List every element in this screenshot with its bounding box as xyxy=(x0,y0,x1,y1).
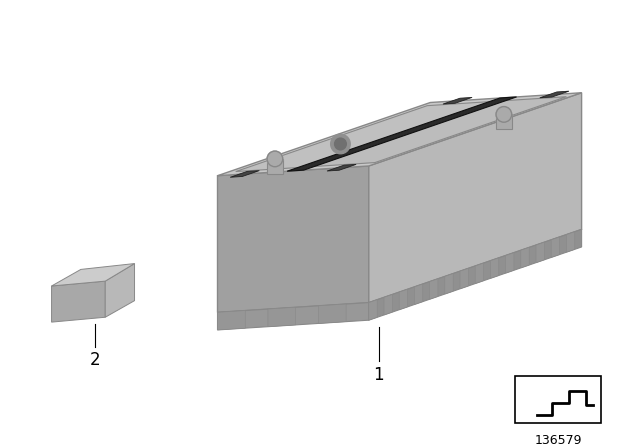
Polygon shape xyxy=(521,247,529,268)
Circle shape xyxy=(335,138,346,150)
Polygon shape xyxy=(490,258,499,278)
Polygon shape xyxy=(460,268,468,289)
Polygon shape xyxy=(443,97,472,104)
Polygon shape xyxy=(429,279,438,299)
Polygon shape xyxy=(445,274,453,294)
Polygon shape xyxy=(551,237,559,258)
Polygon shape xyxy=(415,284,423,305)
Circle shape xyxy=(496,107,511,122)
Polygon shape xyxy=(267,159,283,173)
Polygon shape xyxy=(52,281,105,322)
Polygon shape xyxy=(506,253,514,273)
Polygon shape xyxy=(312,97,566,167)
Polygon shape xyxy=(384,294,392,315)
Polygon shape xyxy=(476,263,484,284)
Polygon shape xyxy=(230,171,259,177)
Text: 136579: 136579 xyxy=(534,435,582,448)
Text: 1: 1 xyxy=(373,366,384,384)
Polygon shape xyxy=(52,263,134,286)
Circle shape xyxy=(331,134,350,154)
Bar xyxy=(515,376,601,422)
Polygon shape xyxy=(318,304,346,323)
Polygon shape xyxy=(218,310,245,330)
Text: 2: 2 xyxy=(90,351,101,370)
Polygon shape xyxy=(369,93,582,302)
Polygon shape xyxy=(566,232,575,252)
Polygon shape xyxy=(536,242,545,263)
Polygon shape xyxy=(236,101,492,172)
Polygon shape xyxy=(287,97,516,171)
Polygon shape xyxy=(540,91,569,98)
Polygon shape xyxy=(496,114,511,129)
Circle shape xyxy=(267,151,283,167)
Polygon shape xyxy=(105,263,134,317)
Polygon shape xyxy=(218,302,369,330)
Polygon shape xyxy=(369,300,377,320)
Polygon shape xyxy=(369,229,582,320)
Polygon shape xyxy=(399,289,408,310)
Polygon shape xyxy=(327,164,356,171)
Polygon shape xyxy=(218,166,369,312)
Polygon shape xyxy=(268,307,296,327)
Polygon shape xyxy=(218,93,582,176)
